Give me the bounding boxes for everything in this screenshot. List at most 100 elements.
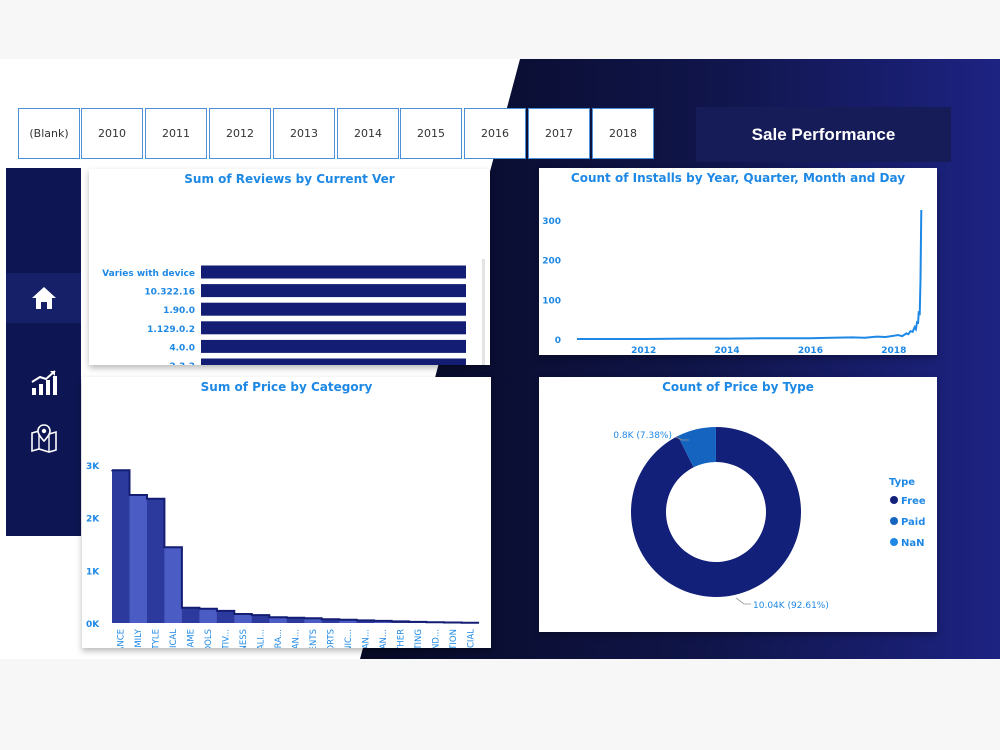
bar: [201, 339, 466, 353]
slicer-3[interactable]: 2012: [209, 108, 271, 159]
reviews-chart-title: Sum of Reviews by Current Ver: [184, 172, 395, 186]
category-label: TRAVEL_AN...: [379, 629, 389, 648]
category-label: COMMUNIC...: [344, 629, 354, 648]
bar-label: Varies with device: [102, 269, 195, 279]
legend-marker: [890, 517, 898, 525]
category-label: BOOKS_AN...: [292, 629, 302, 648]
report-canvas: (Blank) 2010 2011 2012 2013 2014 2015 2016 2017 2…: [0, 59, 1000, 659]
scrollbar: [482, 259, 485, 365]
category-label: EVENTS: [309, 629, 319, 648]
leader-line: [675, 436, 689, 441]
y-tick-label: 0: [555, 336, 561, 346]
x-tick-label: 2014: [715, 346, 740, 355]
nav-home[interactable]: [6, 273, 81, 323]
page-title: Sale Performance: [696, 107, 951, 162]
x-tick-label: 2018: [881, 346, 906, 355]
category-label: PRODUCTIV...: [222, 629, 232, 648]
category-label: EDUCATION: [449, 629, 459, 648]
slicer-4[interactable]: 2013: [273, 108, 335, 159]
data-label: 10.04K (92.61%): [753, 601, 829, 611]
category-label: MAPS_AND...: [431, 629, 441, 648]
category-label: FINANCE: [117, 629, 127, 648]
home-icon: [31, 287, 56, 309]
nav-analytics[interactable]: [6, 358, 81, 408]
category-label: BUSINESS: [239, 629, 249, 648]
slicer-8[interactable]: 2017: [528, 108, 590, 159]
area-segment: [234, 614, 253, 623]
reviews-bar-chart: Varies with device 10.322.16 1.90.0 1.129.0…: [102, 259, 485, 365]
bar-label: 1.129.0.2: [147, 325, 195, 335]
bar: [201, 284, 466, 298]
y-tick-label: 2K: [86, 515, 100, 525]
slicer-7[interactable]: 2016: [464, 108, 526, 159]
area-segment: [374, 620, 392, 623]
legend-marker: [890, 496, 898, 504]
installs-line: [577, 209, 923, 340]
category-label: MEDICAL: [169, 629, 179, 648]
category-label: PHOTOGRA...: [274, 629, 284, 648]
nav-map[interactable]: [6, 413, 81, 463]
slicer-9[interactable]: 2018: [592, 108, 654, 159]
legend-item: Free: [901, 496, 926, 507]
donut-slice: [677, 427, 716, 468]
category-label: TOOLS: [204, 629, 214, 648]
area-segment: [304, 618, 323, 623]
area-segment: [112, 470, 130, 623]
price-area-chart: 0K 1K 2K 3K FINANCE FAMILY LIFESTYLE MEDICAL GAM…: [86, 462, 480, 648]
area-segment: [199, 608, 218, 623]
x-tick-label: 2012: [631, 346, 656, 355]
bar: [201, 321, 466, 335]
price-type-chart-title: Count of Price by Type: [662, 380, 814, 394]
reviews-card: Sum of Reviews by Current Ver Varies wit…: [89, 169, 490, 365]
y-tick-label: 200: [542, 257, 561, 267]
area-segment: [181, 607, 200, 623]
slicer-5[interactable]: 2014: [337, 108, 399, 159]
area-segment: [129, 495, 148, 623]
legend-item: NaN: [901, 538, 925, 549]
y-tick-label: 100: [542, 296, 561, 306]
slicer-6[interactable]: 2015: [400, 108, 462, 159]
bar-label: 10.322.16: [144, 288, 195, 298]
price-type-card: Count of Price by Type 0.8K (7.38%) 10.04…: [539, 377, 937, 632]
price-category-card: Sum of Price by Category 0K 1K 2K 3K FINANCE…: [82, 377, 491, 648]
area-segment: [339, 619, 357, 623]
category-label: FAMILY: [134, 628, 144, 648]
leader-line: [735, 597, 751, 605]
x-tick-label: 2016: [798, 346, 823, 355]
category-label: SPORTS: [326, 629, 336, 648]
area-segment: [269, 617, 288, 623]
installs-chart-title: Count of Installs by Year, Quarter, Mont…: [570, 171, 906, 185]
slicer-0[interactable]: (Blank): [18, 108, 80, 159]
area-segment: [216, 610, 235, 623]
area-segment: [286, 617, 305, 623]
installs-line-chart: 0 100 200 300 2012 2014 2016 2018: [542, 209, 923, 355]
area-segment: [146, 498, 165, 623]
slicer-1[interactable]: 2010: [81, 108, 143, 159]
bar-label: 4.0.0: [169, 343, 195, 353]
area-segment: [321, 619, 340, 623]
donut-slice: [631, 427, 801, 597]
side-nav: [6, 168, 81, 536]
y-tick-label: 300: [542, 217, 561, 227]
price-category-chart-title: Sum of Price by Category: [200, 380, 373, 394]
area-segment: [164, 547, 183, 623]
bar: [201, 302, 466, 316]
category-label: DATING: [414, 629, 424, 648]
y-tick-label: 1K: [86, 567, 100, 577]
area-segment: [251, 615, 270, 623]
category-label: SOCIAL: [466, 629, 476, 648]
installs-card: Count of Installs by Year, Quarter, Mont…: [539, 168, 937, 355]
y-tick-label: 3K: [86, 462, 100, 472]
map-icon: [30, 424, 57, 453]
category-label: LIFESTYLE: [152, 629, 162, 648]
area-outline: [111, 469, 479, 624]
slicer-2[interactable]: 2011: [145, 108, 207, 159]
bar-label: 2.3.2: [169, 362, 195, 365]
bar-chart-icon: [30, 370, 57, 395]
bar: [201, 265, 466, 279]
area-segment: [356, 620, 375, 623]
legend-marker: [890, 538, 898, 546]
category-label: HEALTH_AN...: [361, 629, 371, 648]
category-label: GAME: [187, 629, 197, 648]
y-tick-label: 0K: [86, 620, 100, 630]
